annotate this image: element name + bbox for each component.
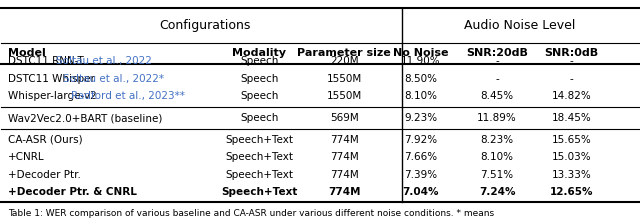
Text: 7.66%: 7.66% (404, 152, 437, 162)
Text: Audio Noise Level: Audio Noise Level (465, 19, 576, 32)
Text: DSTC11 Whisper: DSTC11 Whisper (8, 74, 98, 84)
Text: Speech: Speech (240, 113, 278, 123)
Text: DSTC11 RNN-T: DSTC11 RNN-T (8, 56, 87, 66)
Text: 11.89%: 11.89% (477, 113, 517, 123)
Text: -: - (570, 74, 573, 84)
Text: No Noise: No Noise (393, 48, 449, 58)
Text: 13.33%: 13.33% (552, 170, 591, 180)
Text: +CNRL: +CNRL (8, 152, 44, 162)
Text: 220M: 220M (330, 56, 358, 66)
Text: SNR:20dB: SNR:20dB (466, 48, 528, 58)
Text: Speech: Speech (240, 74, 278, 84)
Text: 7.24%: 7.24% (479, 187, 515, 197)
Text: -: - (570, 56, 573, 66)
Text: +Decoder Ptr.: +Decoder Ptr. (8, 170, 81, 180)
Text: 1550M: 1550M (326, 74, 362, 84)
Text: 569M: 569M (330, 113, 358, 123)
Text: 15.65%: 15.65% (552, 135, 591, 145)
Text: Configurations: Configurations (159, 19, 250, 32)
Text: Whisper-large-v2: Whisper-large-v2 (8, 91, 100, 101)
Text: Table 1: WER comparison of various baseline and CA-ASR under various different n: Table 1: WER comparison of various basel… (8, 209, 494, 218)
Text: 8.45%: 8.45% (481, 91, 514, 101)
Text: Radford et al., 2023**: Radford et al., 2023** (70, 91, 184, 101)
Text: 7.39%: 7.39% (404, 170, 437, 180)
Text: CA-ASR (Ours): CA-ASR (Ours) (8, 135, 83, 145)
Text: -: - (495, 74, 499, 84)
Text: -: - (495, 56, 499, 66)
Text: 11.90%: 11.90% (401, 56, 440, 66)
Text: SNR:0dB: SNR:0dB (545, 48, 599, 58)
Text: 7.04%: 7.04% (403, 187, 439, 197)
Text: 18.45%: 18.45% (552, 113, 591, 123)
Text: 14.82%: 14.82% (552, 91, 591, 101)
Text: 7.92%: 7.92% (404, 135, 437, 145)
Text: 9.23%: 9.23% (404, 113, 437, 123)
Text: 8.23%: 8.23% (481, 135, 514, 145)
Text: 1550M: 1550M (326, 91, 362, 101)
Text: 8.10%: 8.10% (404, 91, 437, 101)
Text: Speech+Text: Speech+Text (221, 187, 298, 197)
Text: 8.50%: 8.50% (404, 74, 437, 84)
Text: Soltau et al., 2022: Soltau et al., 2022 (56, 56, 152, 66)
Text: Speech+Text: Speech+Text (225, 135, 294, 145)
Text: Modality: Modality (232, 48, 287, 58)
Text: Wav2Vec2.0+BART (baseline): Wav2Vec2.0+BART (baseline) (8, 113, 162, 123)
Text: +Decoder Ptr. & CNRL: +Decoder Ptr. & CNRL (8, 187, 136, 197)
Text: Soltau et al., 2022*: Soltau et al., 2022* (63, 74, 164, 84)
Text: 774M: 774M (328, 187, 360, 197)
Text: Parameter size: Parameter size (298, 48, 391, 58)
Text: Speech: Speech (240, 91, 278, 101)
Text: Speech+Text: Speech+Text (225, 152, 294, 162)
Text: 12.65%: 12.65% (550, 187, 593, 197)
Text: 8.10%: 8.10% (481, 152, 514, 162)
Text: 7.51%: 7.51% (481, 170, 514, 180)
Text: 774M: 774M (330, 170, 358, 180)
Text: Speech: Speech (240, 56, 278, 66)
Text: 15.03%: 15.03% (552, 152, 591, 162)
Text: Model: Model (8, 48, 45, 58)
Text: 774M: 774M (330, 152, 358, 162)
Text: Speech+Text: Speech+Text (225, 170, 294, 180)
Text: 774M: 774M (330, 135, 358, 145)
